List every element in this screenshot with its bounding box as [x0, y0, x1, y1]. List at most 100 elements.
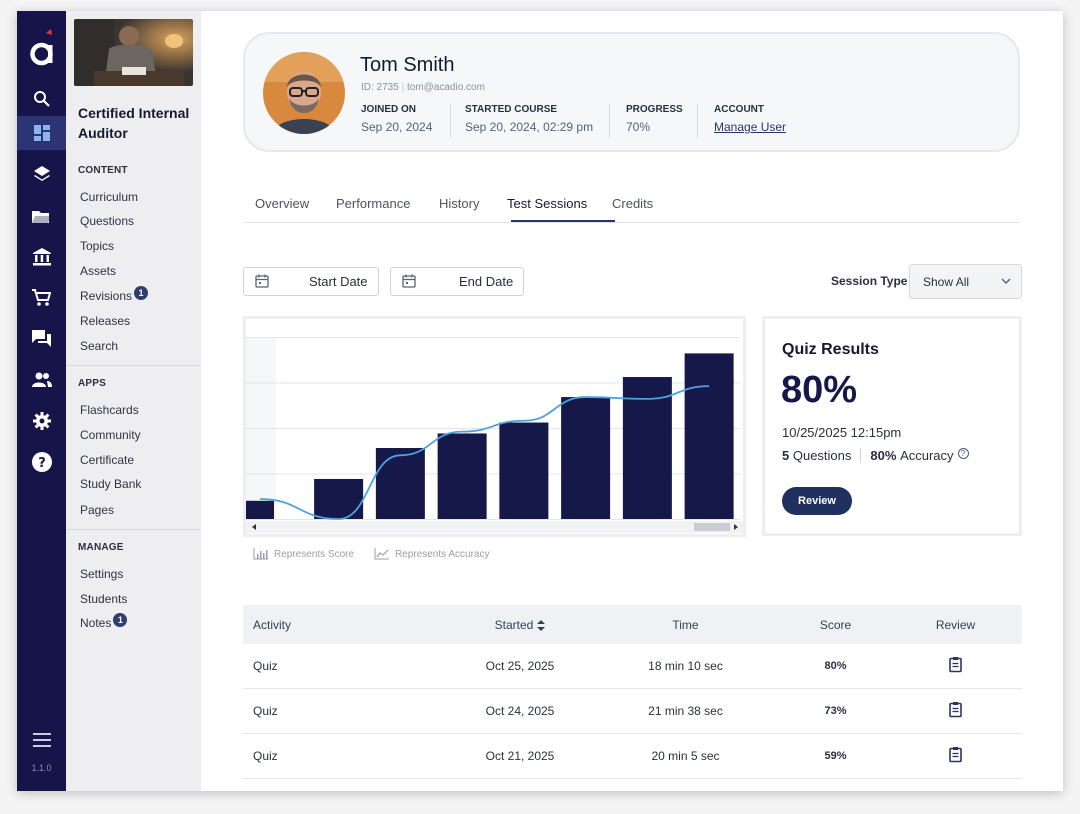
tab-history[interactable]: History	[439, 196, 480, 211]
header-started[interactable]: Started	[465, 618, 575, 632]
clipboard-icon[interactable]	[949, 657, 962, 673]
settings-icon[interactable]	[17, 404, 66, 438]
chart-bar	[622, 377, 672, 519]
sidebar-item-search[interactable]: Search	[80, 339, 119, 353]
session-type-select[interactable]: Show All	[909, 264, 1022, 299]
scroll-left-icon	[252, 524, 256, 530]
sidebar-item-topics[interactable]: Topics	[80, 239, 115, 253]
user-id: ID: 2735	[361, 82, 399, 93]
section-content-heading: CONTENT	[78, 165, 128, 176]
chart-bar	[684, 353, 734, 519]
section-manage-heading: MANAGE	[78, 542, 124, 553]
calendar-icon	[402, 274, 416, 288]
cell-review	[923, 747, 988, 766]
sidebar-item-curriculum[interactable]: Curriculum	[80, 190, 139, 204]
help-circle-icon[interactable]: ?	[957, 448, 969, 459]
cell-score: 59%	[824, 750, 847, 762]
quiz-results-card: Quiz Results 80% 10/25/2025 12:15pm 5 Qu…	[762, 316, 1022, 536]
chart-canvas	[246, 337, 743, 533]
user-profile-card: Tom Smith ID: 2735 | tom@acadio.com JOIN…	[243, 32, 1020, 152]
logo-icon[interactable]	[17, 29, 66, 71]
layers-icon[interactable]	[17, 157, 66, 191]
sidebar-item-revisions[interactable]: Revisions 1	[80, 286, 149, 303]
sidebar-item-certificate[interactable]: Certificate	[80, 453, 135, 467]
notes-count-badge: 1	[113, 613, 128, 627]
course-title: Certified Internal Auditor	[78, 105, 190, 141]
header-review: Review	[935, 617, 976, 632]
cell-activity: Quiz	[253, 659, 278, 673]
users-icon[interactable]	[17, 363, 66, 397]
main-content: Tom Smith ID: 2735 | tom@acadio.com JOIN…	[201, 11, 1063, 791]
chart-bar	[561, 397, 611, 519]
test-sessions-table: Activity Started Time Score Review Quiz …	[243, 605, 1022, 779]
chart-bar	[314, 478, 364, 519]
end-date-label: End Date	[459, 274, 514, 289]
course-sidebar: Certified Internal Auditor CONTENT Curri…	[66, 11, 201, 791]
profile-tabs: Overview Performance History Test Sessio…	[243, 183, 1020, 223]
sidebar-item-questions[interactable]: Questions	[80, 214, 135, 228]
bar-chart-icon	[253, 548, 268, 560]
cell-review	[923, 702, 988, 721]
sidebar-item-flashcards[interactable]: Flashcards	[80, 403, 139, 417]
start-date-picker[interactable]: Start Date	[243, 267, 379, 296]
institution-icon[interactable]	[17, 240, 66, 274]
tab-test-sessions[interactable]: Test Sessions	[507, 196, 588, 211]
start-date-label: Start Date	[309, 274, 368, 289]
cell-score: 73%	[824, 705, 847, 717]
user-id-email: ID: 2735 | tom@acadio.com	[361, 82, 485, 93]
sort-icon[interactable]	[537, 619, 546, 631]
sidebar-item-assets[interactable]: Assets	[80, 264, 117, 278]
accuracy-label: Accuracy	[900, 448, 954, 463]
clipboard-icon[interactable]	[949, 747, 962, 763]
progress-field: PROGRESS 70%	[626, 104, 683, 134]
revisions-count-badge: 1	[134, 286, 149, 300]
questions-count: 5	[782, 448, 790, 463]
sidebar-item-releases[interactable]: Releases	[80, 314, 131, 328]
cell-activity: Quiz	[253, 749, 278, 763]
chevron-down-icon	[1001, 278, 1011, 284]
app-version: 1.1.0	[31, 763, 52, 773]
line-chart-icon	[374, 548, 389, 560]
review-button[interactable]: Review	[782, 487, 852, 515]
manage-user-link[interactable]: Manage User	[714, 120, 787, 134]
started-course-field: STARTED COURSE Sep 20, 2024, 02:29 pm	[465, 104, 594, 134]
sidebar-item-notes[interactable]: Notes 1	[80, 613, 128, 630]
header-time: Time	[672, 617, 699, 632]
sidebar-item-students[interactable]: Students	[80, 592, 128, 606]
accuracy-value: 80%	[870, 448, 897, 463]
chart-bar	[246, 500, 274, 519]
app-window: ? 1.1.0 Certified Internal Auditor CONT	[17, 11, 1063, 791]
legend-score: Represents Score	[253, 548, 354, 560]
chat-icon[interactable]	[17, 322, 66, 356]
cart-icon[interactable]	[17, 281, 66, 315]
dashboard-icon[interactable]	[17, 116, 66, 150]
avatar	[263, 52, 345, 134]
tab-overview[interactable]: Overview	[255, 196, 310, 211]
sidebar-item-pages[interactable]: Pages	[80, 503, 115, 517]
cell-score: 80%	[824, 660, 847, 672]
sidebar-item-study-bank[interactable]: Study Bank	[80, 477, 142, 491]
help-icon[interactable]: ?	[17, 445, 66, 479]
questions-label: Questions	[792, 448, 852, 463]
tab-credits[interactable]: Credits	[612, 196, 654, 211]
table-row: Quiz Oct 24, 2025 21 min 38 sec 73%	[243, 689, 1022, 734]
user-name: Tom Smith	[360, 54, 455, 76]
field-separator	[450, 104, 451, 138]
joined-on-field: JOINED ON Sep 20, 2024	[361, 104, 433, 134]
session-type-value: Show All	[923, 275, 970, 289]
search-icon[interactable]	[17, 81, 66, 115]
table-row: Quiz Oct 25, 2025 18 min 10 sec 80%	[243, 644, 1022, 689]
menu-icon[interactable]	[17, 723, 66, 757]
user-email: tom@acadio.com	[406, 82, 485, 93]
sidebar-item-settings[interactable]: Settings	[80, 567, 124, 581]
course-thumbnail-image[interactable]	[74, 19, 193, 86]
cell-started: Oct 25, 2025	[485, 659, 555, 673]
legend-score-label: Represents Score	[274, 548, 355, 560]
quiz-score: 80%	[781, 369, 858, 411]
end-date-picker[interactable]: End Date	[390, 267, 524, 296]
tab-performance[interactable]: Performance	[336, 196, 411, 211]
svg-text:?: ?	[38, 456, 46, 471]
sidebar-item-community[interactable]: Community	[80, 428, 141, 442]
folder-icon[interactable]	[17, 199, 66, 233]
clipboard-icon[interactable]	[949, 702, 962, 718]
